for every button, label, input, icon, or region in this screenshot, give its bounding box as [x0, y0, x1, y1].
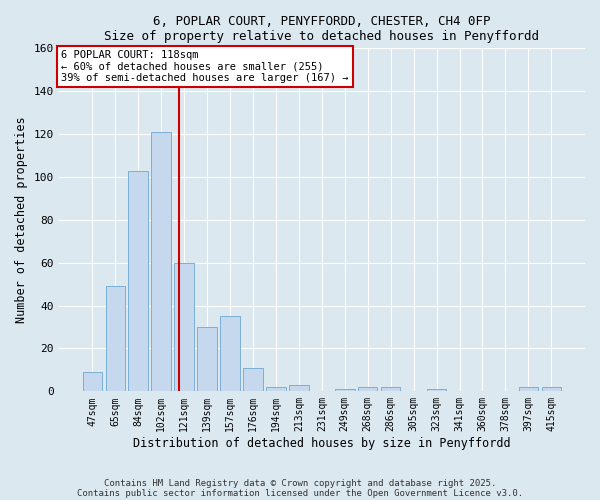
- Bar: [220, 316, 240, 392]
- Bar: [381, 387, 400, 392]
- Bar: [151, 132, 171, 392]
- Bar: [197, 327, 217, 392]
- Bar: [243, 368, 263, 392]
- Bar: [175, 262, 194, 392]
- X-axis label: Distribution of detached houses by size in Penyffordd: Distribution of detached houses by size …: [133, 437, 511, 450]
- Title: 6, POPLAR COURT, PENYFFORDD, CHESTER, CH4 0FP
Size of property relative to detac: 6, POPLAR COURT, PENYFFORDD, CHESTER, CH…: [104, 15, 539, 43]
- Bar: [266, 387, 286, 392]
- Bar: [83, 372, 102, 392]
- Bar: [335, 389, 355, 392]
- Bar: [542, 387, 561, 392]
- Bar: [358, 387, 377, 392]
- Bar: [128, 170, 148, 392]
- Bar: [427, 389, 446, 392]
- Text: Contains public sector information licensed under the Open Government Licence v3: Contains public sector information licen…: [77, 488, 523, 498]
- Text: Contains HM Land Registry data © Crown copyright and database right 2025.: Contains HM Land Registry data © Crown c…: [104, 478, 496, 488]
- Text: 6 POPLAR COURT: 118sqm
← 60% of detached houses are smaller (255)
39% of semi-de: 6 POPLAR COURT: 118sqm ← 60% of detached…: [61, 50, 349, 83]
- Y-axis label: Number of detached properties: Number of detached properties: [15, 116, 28, 323]
- Bar: [106, 286, 125, 392]
- Bar: [289, 385, 308, 392]
- Bar: [518, 387, 538, 392]
